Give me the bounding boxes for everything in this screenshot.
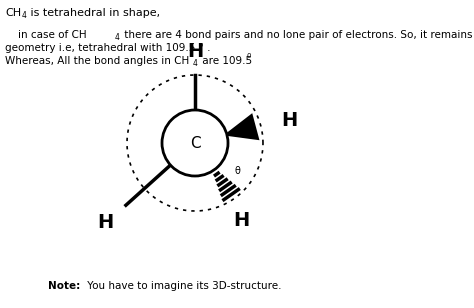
Text: 0: 0 [247, 53, 252, 59]
Text: Whereas, All the bond angles in CH: Whereas, All the bond angles in CH [5, 56, 189, 66]
Text: H: H [234, 211, 250, 230]
Text: Note:: Note: [48, 281, 80, 291]
Polygon shape [227, 113, 259, 140]
Text: CH: CH [5, 8, 21, 18]
Text: θ: θ [234, 166, 240, 176]
Text: C: C [190, 136, 201, 151]
Text: 4: 4 [193, 59, 198, 68]
Text: there are 4 bond pairs and no lone pair of electrons. So, it remains in its regu: there are 4 bond pairs and no lone pair … [121, 30, 474, 40]
Text: H: H [281, 111, 297, 130]
Text: in case of CH: in case of CH [5, 30, 87, 40]
Text: 4: 4 [115, 33, 120, 42]
Text: H: H [98, 213, 114, 232]
Text: H: H [187, 42, 203, 61]
Text: geometry i.e, tetrahedral with 109.5 ° .: geometry i.e, tetrahedral with 109.5 ° . [5, 43, 210, 53]
Text: is tetrahedral in shape,: is tetrahedral in shape, [27, 8, 160, 18]
Circle shape [162, 110, 228, 176]
Text: You have to imagine its 3D-structure.: You have to imagine its 3D-structure. [84, 281, 282, 291]
Text: 4: 4 [22, 11, 27, 20]
Text: are 109.5: are 109.5 [199, 56, 252, 66]
